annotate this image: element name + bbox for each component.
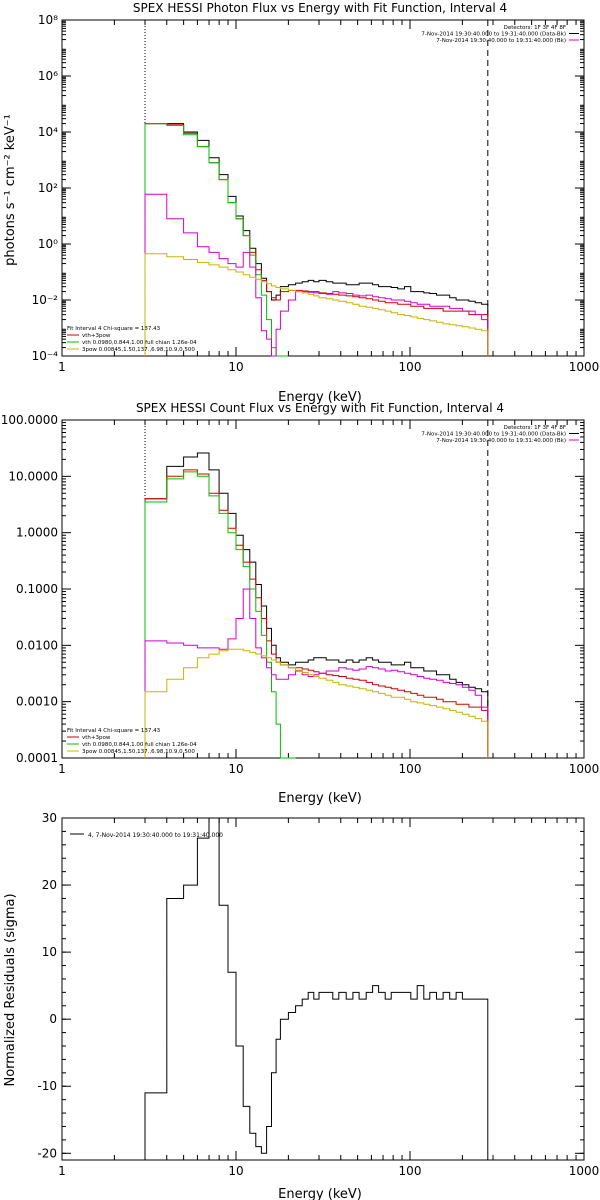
x-tick-label: 1000 <box>569 1164 600 1178</box>
y-tick-label: 10 <box>42 945 57 959</box>
series-line-3 <box>144 588 489 758</box>
legend-entry: Fit Interval 4 Chi-square = 137.43 <box>67 728 161 734</box>
y-tick-label: 10⁰ <box>38 237 58 251</box>
spectrum-series <box>144 452 489 759</box>
y-tick-label: 10⁻⁴ <box>32 349 59 363</box>
legend-entry: Detectors: 1F 3F 4F 8F <box>504 25 566 31</box>
x-tick-label: 100 <box>399 762 422 776</box>
x-axis-label: Energy (keV) <box>278 791 362 806</box>
y-tick-label: 0 <box>49 1012 57 1026</box>
y-tick-label: 20 <box>42 878 57 892</box>
x-axis-ticks: 1 10 100 1000 <box>58 420 599 776</box>
y-tick-label: 10⁶ <box>38 69 58 83</box>
chart-title: SPEX HESSI Photon Flux vs Energy with Fi… <box>133 1 507 15</box>
legend-entry: 7-Nov-2014 19:30:40.000 to 19:31:40.000 … <box>421 432 566 438</box>
y-tick-label: 10.0000 <box>8 469 58 483</box>
residuals-chart: -20 -10 0 10 20 30 1 10 100 1000 Energy (keV) No… <box>3 811 599 1200</box>
x-tick-label: 10 <box>228 762 243 776</box>
y-tick-label: 0.1000 <box>16 582 58 596</box>
spectrum-series <box>144 123 489 357</box>
legend-bottom: Fit Interval 4 Chi-square = 137.43vth+3p… <box>67 326 197 353</box>
x-axis-ticks: 1 10 100 1000 <box>58 818 599 1178</box>
y-tick-label: 100.0000 <box>1 413 58 427</box>
plot-frame <box>61 419 585 759</box>
chart-title: SPEX HESSI Count Flux vs Energy with Fit… <box>136 401 504 415</box>
legend-entry: vth 0.0980,0.844,1.00 full chian 1.26e-0… <box>82 340 197 346</box>
count-flux-chart: SPEX HESSI Count Flux vs Energy with Fit… <box>1 401 600 806</box>
plot-area <box>61 19 585 357</box>
y-tick-label: 0.0010 <box>16 695 58 709</box>
x-tick-label: 100 <box>399 360 422 374</box>
y-tick-label: 10² <box>38 181 58 195</box>
x-tick-label: 1000 <box>569 762 600 776</box>
x-tick-label: 100 <box>399 1164 422 1178</box>
legend-entry: vth 0.0980,0.844,1.00 full chian 1.26e-0… <box>82 742 197 748</box>
legend-top: Detectors: 1F 3F 4F 8F7-Nov-2014 19:30:4… <box>421 425 579 444</box>
legend-entry: Fit Interval 4 Chi-square = 137.43 <box>67 326 161 332</box>
legend-entry: vth+3pow <box>82 735 111 741</box>
legend-entry: 7-Nov-2014 19:30:40.000 to 19:31:40.000 … <box>421 32 566 38</box>
x-axis-label: Energy (keV) <box>278 390 362 405</box>
series-line-0 <box>144 123 489 356</box>
y-axis-label: photons s⁻¹ cm⁻² keV⁻¹ <box>3 114 18 266</box>
series-line-2 <box>144 123 289 357</box>
plot-area <box>61 817 585 1161</box>
plot-frame <box>61 19 585 357</box>
y-tick-label: 30 <box>42 811 57 825</box>
y-tick-label: 10⁻² <box>32 293 59 307</box>
x-tick-label: 10 <box>228 360 243 374</box>
series-line-4 <box>144 648 489 758</box>
series-line-4 <box>144 253 489 356</box>
y-axis-ticks: 10⁻⁴ 10⁻² 10⁰ 10² 10⁴ 10⁶ 10⁸ <box>32 13 584 363</box>
y-tick-label: 10⁴ <box>38 125 58 139</box>
legend-entry: 7-Nov-2014 19:30:40.000 to 19:31:40.000 … <box>436 438 566 444</box>
photon-flux-chart: SPEX HESSI Photon Flux vs Energy with Fi… <box>3 1 599 405</box>
plot-frame <box>61 817 585 1161</box>
legend-entry: 4, 7-Nov-2014 19:30:40.000 to 19:31:40.0… <box>88 832 223 839</box>
series-line-3 <box>144 193 489 357</box>
marker-lines <box>144 20 489 356</box>
legend-entry: Detectors: 1F 3F 4F 8F <box>504 425 566 431</box>
y-axis-label: Normalized Residuals (sigma) <box>3 893 18 1086</box>
x-axis-label: Energy (keV) <box>278 1187 362 1200</box>
y-tick-label: -20 <box>37 1146 57 1160</box>
plot-area <box>61 419 585 759</box>
x-tick-label: 10 <box>228 1164 243 1178</box>
y-tick-label: 0.0100 <box>16 638 58 652</box>
legend-entry: 7-Nov-2014 19:30:40.000 to 19:31:40.000 … <box>436 38 566 44</box>
x-tick-label: 1000 <box>569 360 600 374</box>
legend-top: Detectors: 1F 3F 4F 8F7-Nov-2014 19:30:4… <box>421 25 579 44</box>
y-axis-ticks: -20 -10 0 10 20 30 <box>37 811 584 1160</box>
y-tick-label: 0.0001 <box>16 751 58 765</box>
residual-series <box>144 817 489 1160</box>
x-tick-label: 1 <box>58 1164 66 1178</box>
x-axis-ticks: 1 10 100 1000 <box>58 20 599 374</box>
y-tick-label: 10⁸ <box>38 13 58 27</box>
series-line-0 <box>144 452 489 758</box>
x-tick-label: 1 <box>58 762 66 776</box>
legend-entry: 3pow 0.00845,1.50,137.,6.98,10.9,0.500 <box>82 347 195 353</box>
x-tick-label: 1 <box>58 360 66 374</box>
y-tick-label: -10 <box>37 1079 57 1093</box>
series-line-2 <box>144 471 296 759</box>
series-line-0 <box>144 817 489 1160</box>
series-line-1 <box>144 469 489 758</box>
y-axis-ticks: 0.0001 0.0010 0.0100 0.1000 1.0000 10.0000 100… <box>1 413 584 765</box>
legend-entry: 3pow 0.00845,1.50,137.,6.98,10.9,0.500 <box>82 749 195 755</box>
y-tick-label: 1.0000 <box>16 526 58 540</box>
legend-entry: vth+3pow <box>82 333 111 339</box>
legend-bottom: Fit Interval 4 Chi-square = 137.43vth+3p… <box>67 728 197 755</box>
